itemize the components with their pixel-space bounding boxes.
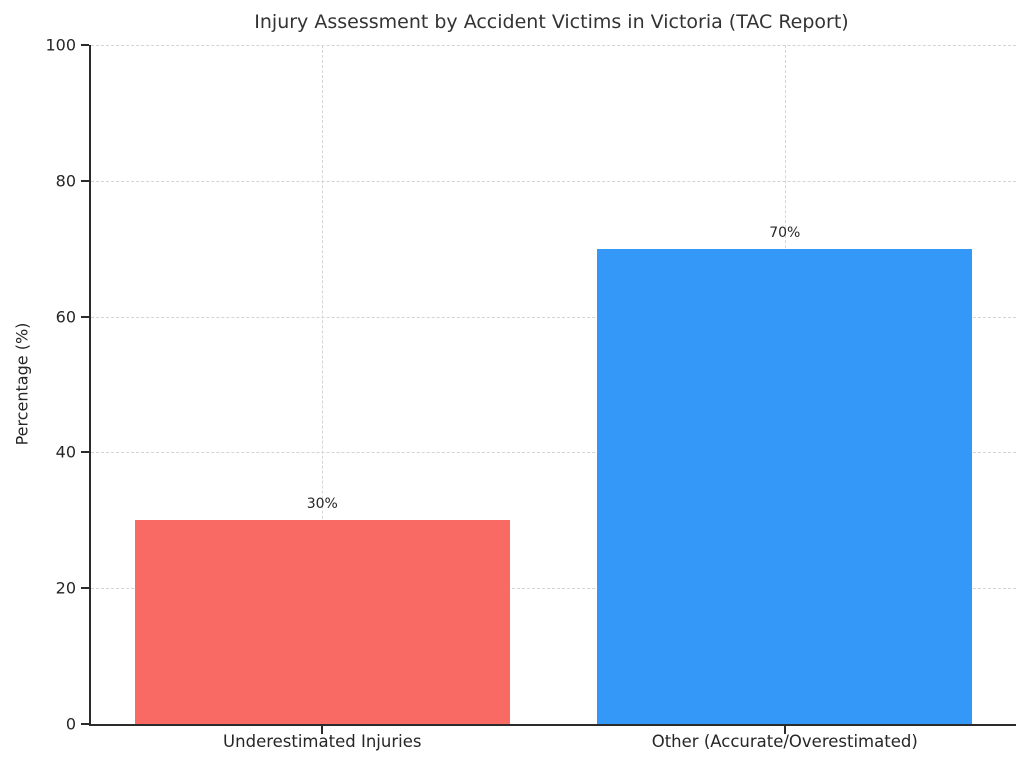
x-axis-tick-label: Other (Accurate/Overestimated): [651, 732, 918, 751]
y-axis-tick: [81, 179, 89, 182]
horizontal-gridline: [91, 180, 1016, 182]
y-axis-tick-label: 60: [55, 307, 76, 327]
y-axis-tick-label: 0: [65, 714, 76, 734]
horizontal-gridline: [91, 45, 1016, 46]
horizontal-gridline: [91, 316, 1016, 318]
bar-value-label: 70%: [769, 224, 801, 241]
y-axis-tick: [81, 44, 89, 46]
y-axis-tick: [81, 723, 89, 725]
y-axis-tick: [81, 587, 89, 590]
vertical-gridline: [322, 45, 324, 724]
horizontal-gridline: [91, 588, 1016, 590]
bar-value-label: 30%: [306, 496, 338, 513]
y-axis-tick-label: 80: [55, 171, 76, 191]
y-axis-tick: [81, 451, 89, 454]
horizontal-gridline: [91, 452, 1016, 454]
bar: [134, 520, 510, 724]
bar: [597, 248, 973, 724]
x-axis-tick: [783, 726, 786, 734]
x-axis-tick: [321, 726, 324, 734]
y-axis-tick-label: 40: [55, 442, 76, 462]
y-axis-tick-label: 20: [55, 578, 76, 598]
plot-area: 0 20 40 60 80 100 30% Underestimated Injuries 70…: [45, 36, 1016, 751]
y-axis-tick-label: 100: [45, 35, 76, 55]
chart-title: Injury Assessment by Accident Victims in…: [254, 11, 849, 33]
y-axis-label: Percentage (%): [12, 322, 32, 446]
x-axis-tick-label: Underestimated Injuries: [223, 732, 422, 751]
y-axis-tick: [81, 315, 89, 318]
